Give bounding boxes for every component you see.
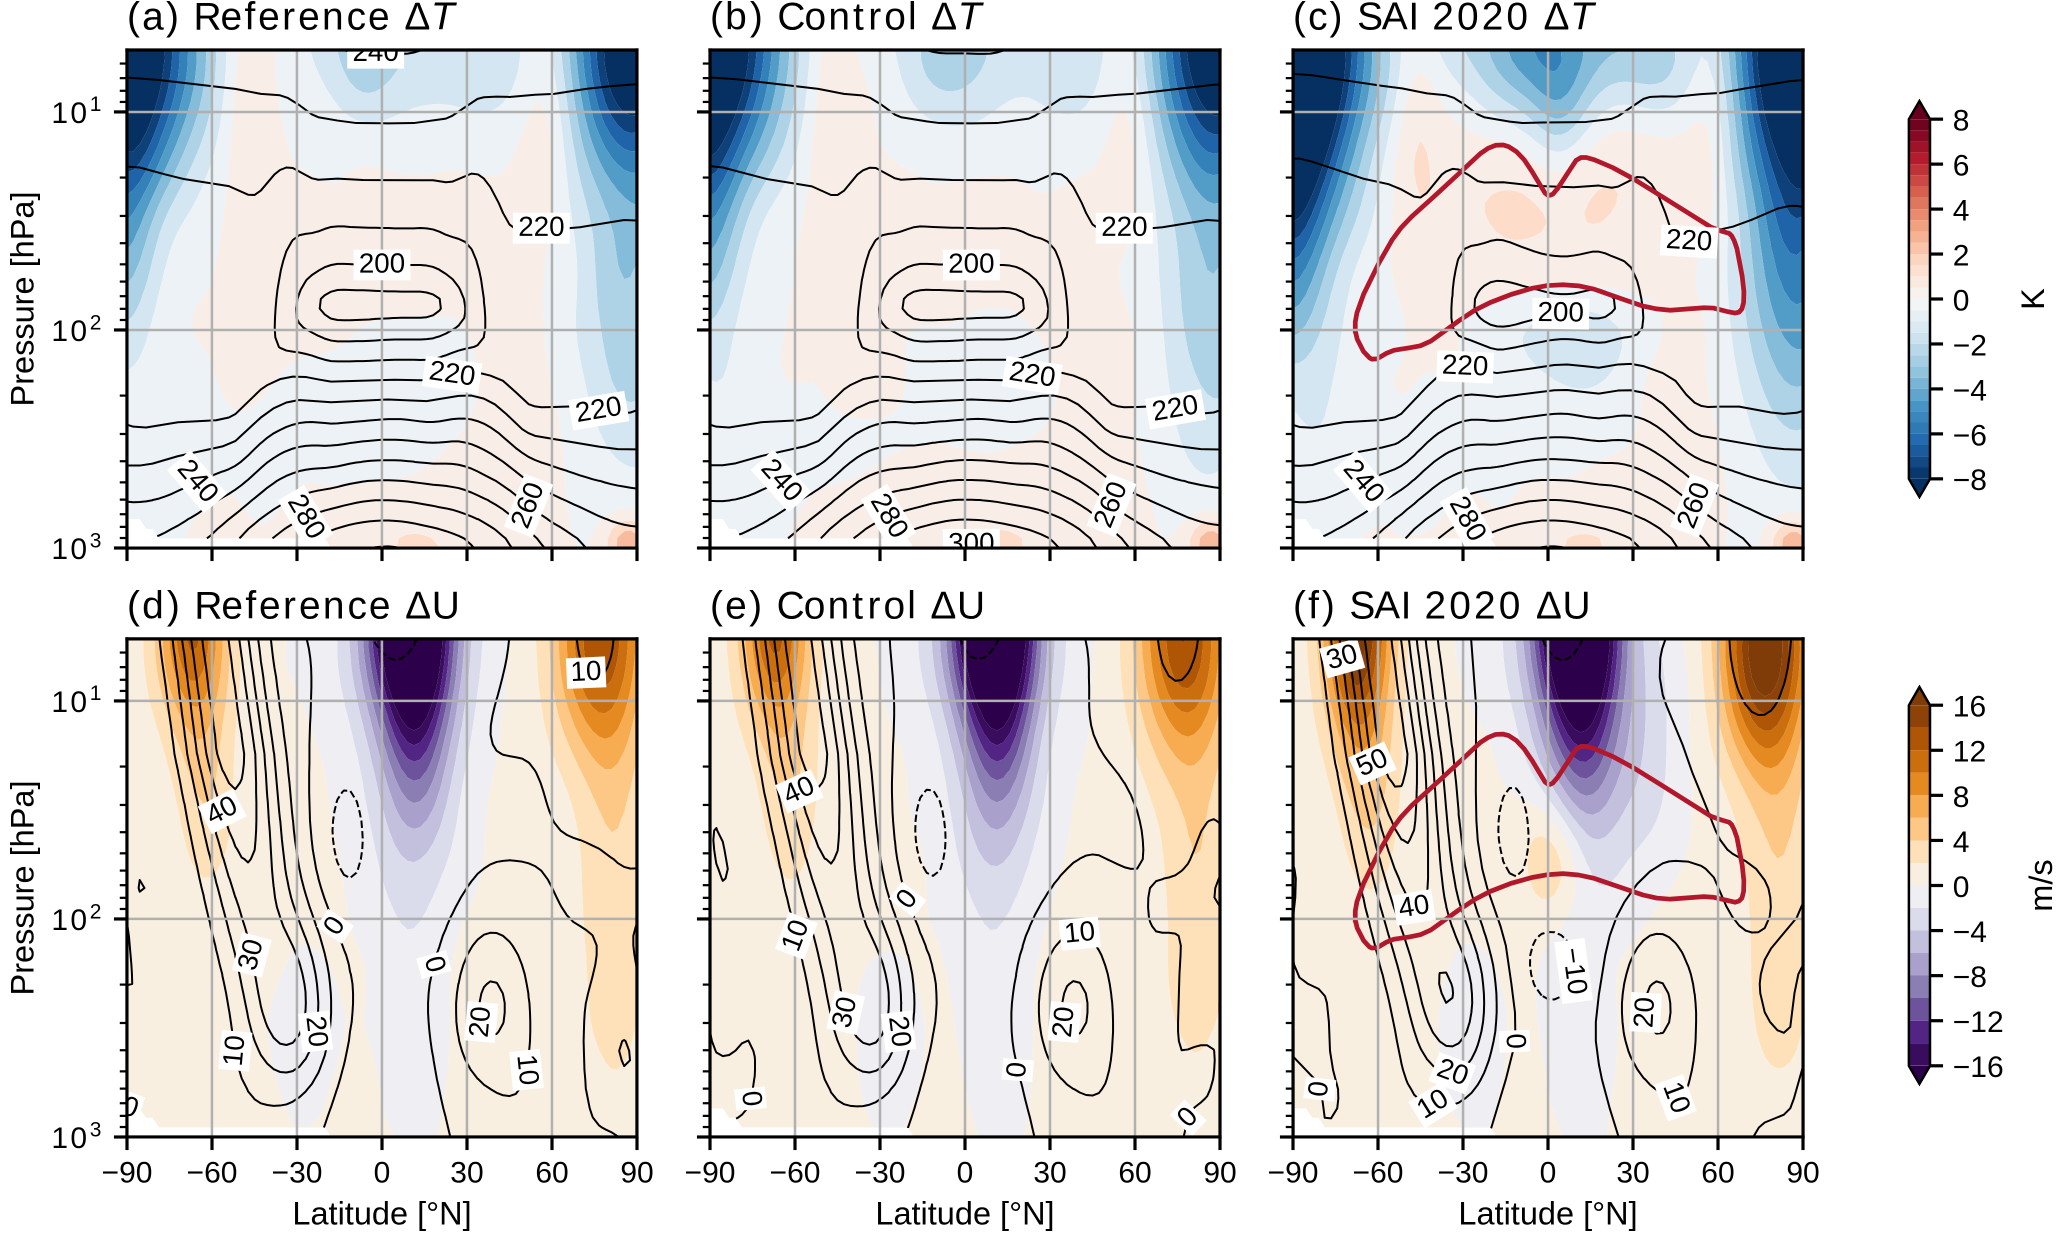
svg-text:Latitude [°N]: Latitude [°N]	[1458, 1196, 1637, 1232]
svg-text:8: 8	[1953, 781, 1970, 814]
svg-text:30: 30	[1033, 1157, 1066, 1190]
svg-text:220: 220	[573, 390, 624, 428]
svg-text:−12: −12	[1953, 1006, 2004, 1039]
svg-text:0: 0	[1000, 1061, 1032, 1079]
svg-text:220: 220	[1101, 211, 1147, 242]
svg-text:0: 0	[1302, 1079, 1335, 1098]
svg-text:8: 8	[1953, 105, 1970, 138]
svg-text:( b ): ( b ) C o n t r o l Δ T	[710, 0, 985, 40]
svg-text:0: 0	[736, 1089, 768, 1108]
svg-text:1 0 2: 1 0 2	[51, 301, 101, 351]
svg-text:1 0 2: 1 0 2	[51, 890, 101, 940]
svg-text:90: 90	[1786, 1157, 1819, 1190]
svg-text:90: 90	[1203, 1157, 1236, 1190]
svg-text:220: 220	[1665, 223, 1713, 257]
svg-text:220: 220	[1150, 388, 1201, 426]
svg-text:−8: −8	[1953, 464, 1987, 497]
svg-text:−16: −16	[1953, 1051, 2004, 1084]
svg-text:30: 30	[231, 936, 269, 974]
svg-text:1 0 1: 1 0 1	[51, 672, 101, 722]
svg-text:0: 0	[1500, 1033, 1532, 1050]
svg-text:20: 20	[463, 1005, 497, 1039]
svg-text:16: 16	[1953, 691, 1986, 724]
svg-text:10: 10	[511, 1053, 545, 1087]
svg-text:2: 2	[1953, 239, 1970, 272]
svg-text:240: 240	[352, 36, 398, 67]
svg-text:12: 12	[1953, 736, 1986, 769]
svg-text:200: 200	[359, 247, 405, 278]
svg-text:1 0 1: 1 0 1	[51, 83, 101, 133]
svg-text:60: 60	[1701, 1157, 1734, 1190]
svg-text:−8: −8	[1953, 961, 1987, 994]
svg-text:20: 20	[1046, 1005, 1080, 1039]
svg-text:10: 10	[1063, 915, 1097, 949]
svg-text:4: 4	[1953, 826, 1970, 859]
svg-text:−90: −90	[1268, 1157, 1319, 1190]
svg-text:−60: −60	[770, 1157, 821, 1190]
svg-text:0: 0	[1953, 871, 1970, 904]
svg-text:20: 20	[883, 1014, 918, 1049]
svg-text:−4: −4	[1953, 916, 1987, 949]
svg-text:10: 10	[217, 1034, 251, 1068]
svg-text:−6: −6	[1953, 419, 1987, 452]
svg-text:0: 0	[957, 1157, 974, 1190]
svg-text:0: 0	[1540, 1157, 1557, 1190]
svg-text:−10: −10	[1557, 946, 1594, 997]
svg-text:1 0 3: 1 0 3	[51, 519, 101, 569]
svg-text:( a ): ( a ) R e f e r e n c e Δ T	[127, 0, 458, 40]
svg-text:m/s: m/s	[2023, 859, 2059, 911]
svg-text:6: 6	[1953, 150, 1970, 183]
svg-text:−30: −30	[1438, 1157, 1489, 1190]
svg-text:K: K	[2015, 288, 2051, 310]
svg-text:1 0 3: 1 0 3	[51, 1108, 101, 1158]
svg-text:( c ): ( c ) S A I 2 0 2 0 Δ T	[1293, 0, 1597, 40]
svg-text:0: 0	[374, 1157, 391, 1190]
svg-text:−60: −60	[1353, 1157, 1404, 1190]
svg-text:20: 20	[300, 1014, 334, 1048]
svg-text:300: 300	[948, 527, 994, 558]
svg-text:Pressure [hPa]: Pressure [hPa]	[5, 192, 41, 407]
svg-text:4: 4	[1953, 194, 1970, 227]
svg-text:200: 200	[948, 248, 994, 279]
svg-text:Pressure [hPa]: Pressure [hPa]	[5, 781, 41, 996]
svg-text:60: 60	[1118, 1157, 1151, 1190]
svg-text:Latitude [°N]: Latitude [°N]	[292, 1196, 471, 1232]
svg-text:−30: −30	[855, 1157, 906, 1190]
svg-text:Latitude [°N]: Latitude [°N]	[875, 1196, 1054, 1232]
svg-text:−30: −30	[272, 1157, 323, 1190]
svg-text:220: 220	[518, 211, 564, 242]
svg-text:40: 40	[1396, 888, 1431, 923]
svg-text:−4: −4	[1953, 374, 1987, 407]
svg-text:30: 30	[1616, 1157, 1649, 1190]
svg-text:60: 60	[535, 1157, 568, 1190]
svg-text:30: 30	[825, 994, 862, 1031]
svg-text:( e ): ( e ) C o n t r o l Δ U	[710, 579, 985, 629]
svg-text:10: 10	[570, 655, 602, 687]
svg-text:200: 200	[1537, 296, 1584, 328]
svg-text:−90: −90	[102, 1157, 153, 1190]
svg-text:0: 0	[1953, 284, 1970, 317]
svg-text:( f ): ( f ) S A I 2 0 2 0 Δ U	[1293, 579, 1591, 629]
svg-text:( d ): ( d ) R e f e r e n c e Δ U	[127, 579, 460, 629]
svg-text:20: 20	[1627, 996, 1660, 1029]
svg-text:−60: −60	[187, 1157, 238, 1190]
svg-text:−90: −90	[685, 1157, 736, 1190]
svg-text:−2: −2	[1953, 329, 1987, 362]
svg-text:30: 30	[450, 1157, 483, 1190]
svg-text:90: 90	[620, 1157, 653, 1190]
svg-text:220: 220	[1007, 355, 1058, 393]
svg-text:220: 220	[427, 354, 477, 391]
svg-text:220: 220	[1441, 349, 1489, 382]
